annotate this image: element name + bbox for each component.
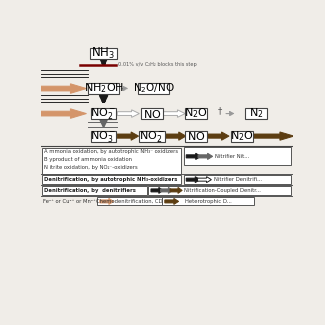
- Text: 0.01% v/v C₂H₂ blocks this step: 0.01% v/v C₂H₂ blocks this step: [118, 62, 197, 67]
- FancyBboxPatch shape: [141, 108, 162, 119]
- FancyArrow shape: [254, 132, 294, 140]
- FancyBboxPatch shape: [185, 108, 207, 119]
- Text: $\rm NO_2^-$: $\rm NO_2^-$: [90, 106, 117, 121]
- FancyBboxPatch shape: [245, 108, 267, 119]
- Text: Fe²⁺ or Cu²⁺ or Mn²⁺: Fe²⁺ or Cu²⁺ or Mn²⁺: [43, 199, 96, 204]
- FancyArrow shape: [161, 188, 173, 193]
- FancyBboxPatch shape: [186, 131, 207, 142]
- Text: Denitrification, by autotrophic NH₃-oxidizers: Denitrification, by autotrophic NH₃-oxid…: [45, 177, 178, 182]
- Text: Denitrification, by  denitrifiers: Denitrification, by denitrifiers: [45, 188, 136, 193]
- FancyArrow shape: [186, 153, 201, 160]
- Text: $\rm NO_3^-$: $\rm NO_3^-$: [90, 129, 117, 144]
- Text: Nitrification-Coupled Denitr...: Nitrification-Coupled Denitr...: [184, 188, 261, 193]
- FancyArrow shape: [117, 132, 138, 140]
- Text: Nitrifier Denitrifi...: Nitrifier Denitrifi...: [214, 177, 262, 182]
- FancyArrow shape: [165, 198, 179, 204]
- FancyArrow shape: [100, 198, 114, 204]
- Text: $\rm N_2O$: $\rm N_2O$: [184, 107, 208, 121]
- Text: $\rm NO$: $\rm NO$: [143, 108, 161, 120]
- FancyBboxPatch shape: [138, 83, 169, 94]
- Text: A mmonia oxidation, by autotrophic NH₃⁻ oxidizers: A mmonia oxidation, by autotrophic NH₃⁻ …: [45, 149, 178, 154]
- Text: $\rm NH_2OH$: $\rm NH_2OH$: [84, 82, 124, 96]
- FancyBboxPatch shape: [231, 131, 253, 142]
- FancyBboxPatch shape: [139, 131, 165, 142]
- Text: N itrite oxidation, by NO₂⁻-oxidizers: N itrite oxidation, by NO₂⁻-oxidizers: [45, 165, 138, 170]
- Text: B yproduct of ammonia oxidation: B yproduct of ammonia oxidation: [45, 157, 132, 162]
- FancyBboxPatch shape: [184, 175, 291, 184]
- FancyArrow shape: [165, 132, 186, 140]
- FancyBboxPatch shape: [42, 186, 147, 195]
- FancyArrow shape: [198, 177, 211, 183]
- Text: $\rm NH_3$: $\rm NH_3$: [91, 46, 116, 61]
- FancyBboxPatch shape: [149, 186, 291, 195]
- FancyArrow shape: [117, 110, 139, 117]
- FancyArrow shape: [186, 177, 200, 183]
- FancyBboxPatch shape: [88, 83, 119, 94]
- Text: $\rm NO$: $\rm NO$: [187, 130, 205, 142]
- FancyArrow shape: [41, 109, 86, 118]
- Text: Chemodenitrification, CD: Chemodenitrification, CD: [96, 199, 162, 204]
- Text: Heterotrophic D...: Heterotrophic D...: [185, 199, 231, 204]
- FancyArrow shape: [208, 132, 229, 140]
- Text: $\rm N_2$: $\rm N_2$: [249, 107, 263, 121]
- Text: †: †: [217, 106, 222, 115]
- Text: $\rm N_2O$: $\rm N_2O$: [230, 129, 254, 143]
- FancyBboxPatch shape: [90, 48, 117, 59]
- FancyBboxPatch shape: [184, 147, 291, 165]
- FancyBboxPatch shape: [91, 108, 116, 119]
- FancyArrow shape: [198, 153, 213, 160]
- FancyArrow shape: [163, 110, 185, 117]
- FancyBboxPatch shape: [42, 175, 181, 184]
- FancyArrow shape: [151, 188, 163, 193]
- Text: $\rm NO_2^-$: $\rm NO_2^-$: [139, 129, 165, 144]
- Text: Nitrifier Nit...: Nitrifier Nit...: [215, 154, 249, 159]
- FancyArrow shape: [170, 188, 182, 193]
- FancyArrow shape: [41, 84, 86, 93]
- FancyBboxPatch shape: [97, 197, 162, 205]
- FancyBboxPatch shape: [162, 197, 254, 205]
- Text: $\rm N_2O/NO$: $\rm N_2O/NO$: [133, 82, 175, 96]
- FancyBboxPatch shape: [42, 148, 181, 174]
- FancyBboxPatch shape: [91, 131, 116, 142]
